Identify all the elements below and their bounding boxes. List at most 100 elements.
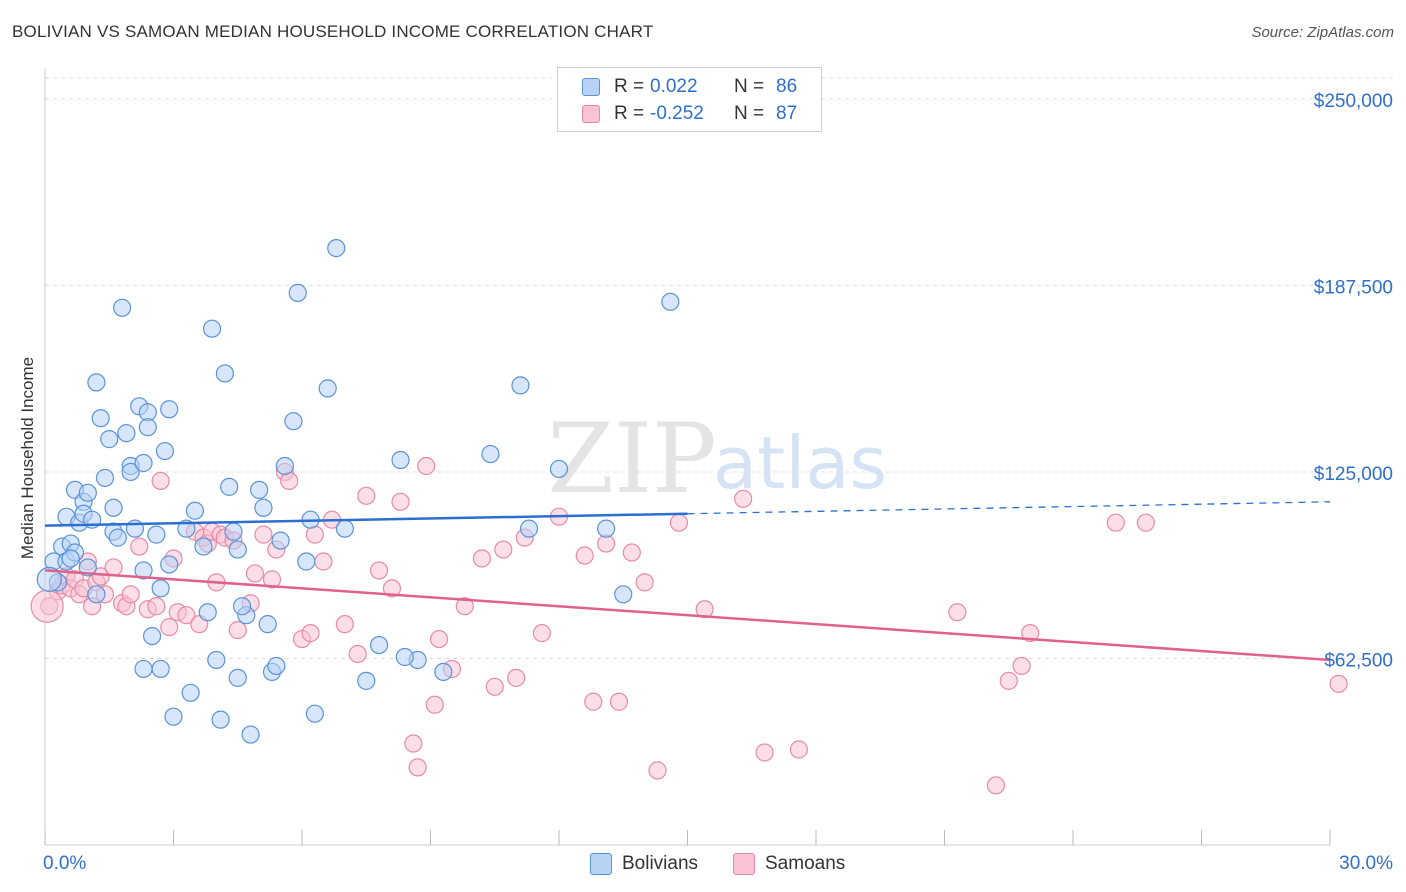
samoan-point xyxy=(635,573,654,592)
bolivian-point xyxy=(108,528,127,547)
bolivian-point xyxy=(78,483,97,502)
bolivian-point xyxy=(151,579,170,598)
bolivian-point xyxy=(519,519,539,538)
samoan-point xyxy=(314,552,333,571)
bolivian-point xyxy=(134,453,153,473)
samoan-point xyxy=(1136,513,1155,532)
bolivian-point xyxy=(549,459,569,479)
bolivian-point xyxy=(104,498,123,517)
bolivian-point xyxy=(112,298,132,317)
bolivian-point xyxy=(232,597,252,616)
bolivian-point xyxy=(138,418,157,437)
legend-row-bolivians: R = 0.022 N = 86 xyxy=(582,76,797,98)
zipatlas-watermark: ZIP atlas xyxy=(547,403,887,515)
legend-item-bolivians[interactable]: Bolivians xyxy=(590,853,698,875)
bolivian-point xyxy=(95,468,115,488)
bolivian-point xyxy=(395,647,414,667)
bolivian-point xyxy=(100,430,119,449)
samoan-point xyxy=(575,546,594,565)
bolivian-point xyxy=(250,480,269,499)
samoan-point xyxy=(348,644,367,664)
samoan-point xyxy=(370,561,389,580)
bolivian-point xyxy=(134,561,153,580)
bolivian-point xyxy=(177,519,196,538)
bolivian-point xyxy=(215,364,234,383)
samoan-point xyxy=(160,618,179,637)
samoan-point xyxy=(91,567,110,586)
bolivian-point xyxy=(481,444,500,464)
samoan-point xyxy=(1021,624,1040,643)
y-tick-label: $187,500 xyxy=(1314,277,1393,298)
bolivian-point xyxy=(78,558,97,577)
blue-swatch xyxy=(590,853,612,875)
bolivian-point xyxy=(211,710,230,729)
bolivian-point xyxy=(284,412,303,431)
bolivian-point xyxy=(275,456,294,476)
legend-n-value: 87 xyxy=(776,103,798,124)
bolivian-point xyxy=(297,552,316,571)
samoan-point xyxy=(584,692,603,711)
samoan-point xyxy=(104,558,123,577)
legend-r-value: -0.252 xyxy=(650,103,704,124)
bolivian-point xyxy=(327,239,346,258)
samoan-point xyxy=(648,761,667,780)
samoan-point xyxy=(669,513,689,532)
bolivian-point xyxy=(434,662,453,682)
y-tick-label: $250,000 xyxy=(1314,91,1393,112)
bolivian-point xyxy=(198,603,217,622)
samoan-point xyxy=(408,758,427,777)
bolivian-point xyxy=(228,668,247,687)
samoan-point xyxy=(262,570,282,589)
blue-swatch xyxy=(582,78,600,96)
samoan-point xyxy=(485,677,504,696)
bolivian-point xyxy=(661,292,680,311)
samoan-point xyxy=(245,564,264,583)
samoan-point xyxy=(755,743,774,762)
bolivians-trend-extension xyxy=(687,501,1331,515)
samoan-point xyxy=(789,740,808,759)
samoan-point xyxy=(1012,656,1031,676)
legend-label-samoans: Samoans xyxy=(765,853,846,874)
bolivian-point xyxy=(147,525,166,544)
bolivian-point xyxy=(220,477,239,496)
samoan-point xyxy=(335,615,354,634)
x-tick-labels: 0.0% 30.0% xyxy=(43,853,1393,874)
bolivians-points xyxy=(36,239,680,744)
samoan-point xyxy=(147,597,166,616)
samoan-point xyxy=(121,585,140,604)
samoan-point xyxy=(507,668,526,687)
legend-n-label: N = xyxy=(734,76,765,97)
x-tick-label-min: 0.0% xyxy=(43,853,86,874)
samoan-point xyxy=(622,543,641,562)
trend-lines xyxy=(44,501,1331,662)
samoan-point xyxy=(425,695,444,714)
bolivian-point xyxy=(91,409,110,428)
samoan-point xyxy=(391,492,410,511)
bolivian-point xyxy=(194,537,213,556)
samoan-point xyxy=(30,589,64,623)
bolivian-point xyxy=(134,659,153,679)
bolivian-point xyxy=(241,725,260,744)
legend-r-value: 0.022 xyxy=(650,76,698,97)
chart-title: BOLIVIAN VS SAMOAN MEDIAN HOUSEHOLD INCO… xyxy=(12,22,654,41)
bolivian-point xyxy=(185,501,205,520)
samoan-point xyxy=(404,734,423,753)
y-tick-label: $125,000 xyxy=(1314,464,1393,485)
bolivian-point xyxy=(121,462,140,482)
watermark-zip: ZIP xyxy=(547,403,716,515)
bolivian-point xyxy=(87,585,106,604)
x-tick-label-max: 30.0% xyxy=(1339,853,1393,874)
bolivian-point xyxy=(207,650,226,670)
bolivian-point xyxy=(160,400,179,419)
samoan-point xyxy=(417,456,436,476)
legend-item-samoans[interactable]: Samoans xyxy=(733,853,845,875)
samoan-point xyxy=(130,537,149,556)
bolivian-point xyxy=(258,615,277,634)
legend-r-label: R = xyxy=(614,103,645,124)
bolivian-point xyxy=(142,626,162,646)
samoan-point xyxy=(532,624,551,643)
bolivian-point xyxy=(254,498,273,517)
samoan-point xyxy=(695,600,714,619)
legend-n-value: 86 xyxy=(776,76,798,97)
samoan-point xyxy=(254,525,273,544)
